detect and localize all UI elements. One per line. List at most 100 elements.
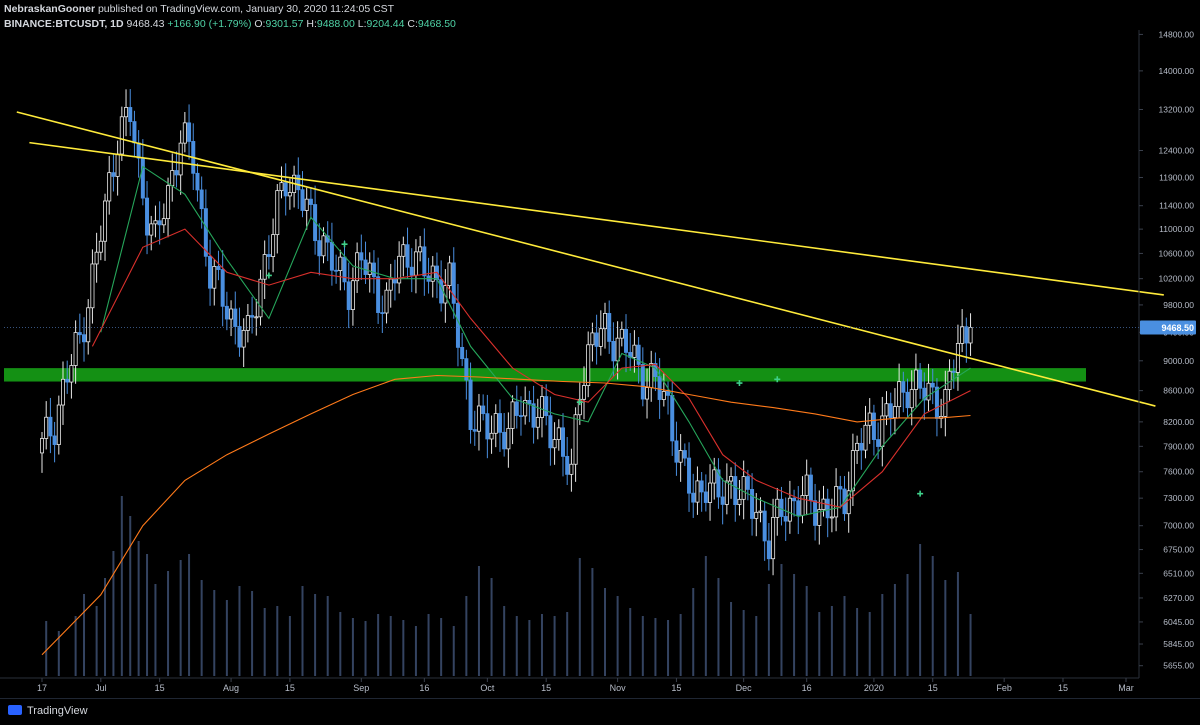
volume-bar-70 xyxy=(893,584,896,676)
low-label: L: xyxy=(357,18,367,30)
x-tick-label-13: 2020 xyxy=(864,683,884,693)
candle-body-23 xyxy=(136,142,141,159)
volume-bar-2 xyxy=(74,616,77,676)
volume-bar-7 xyxy=(120,496,123,676)
y-tick-label-14: 7900.00 xyxy=(1163,441,1194,451)
cross-markers xyxy=(265,241,924,497)
candle-body-82 xyxy=(384,289,389,314)
candle-body-0 xyxy=(40,438,45,454)
time-axis[interactable]: 17 Jul 15 Aug 15 Sep 16 Oct 15 Nov 15 Dec 16 2020 15 Fe… xyxy=(37,678,1134,693)
volume-bar-50 xyxy=(641,616,644,676)
volume-bar-9 xyxy=(137,541,140,676)
footer-bar: TradingView xyxy=(0,698,1200,725)
candle-body-194 xyxy=(855,442,860,451)
candle-body-109 xyxy=(497,413,502,433)
volume-bar-53 xyxy=(679,614,682,676)
candle-body-153 xyxy=(682,450,687,459)
candle-body-112 xyxy=(510,401,515,429)
volume-bar-59 xyxy=(755,616,758,676)
candle-body-24 xyxy=(140,157,145,199)
candle-body-122 xyxy=(552,439,557,449)
volume-bar-12 xyxy=(167,571,170,676)
candle-body-207 xyxy=(909,389,914,409)
x-tick-label-5: Sep xyxy=(353,683,369,693)
high-value: 9488.00 xyxy=(316,18,355,30)
candle-body-178 xyxy=(787,497,792,522)
volume-bar-11 xyxy=(154,584,157,676)
candle-body-114 xyxy=(518,415,523,417)
candle-body-121 xyxy=(548,415,553,449)
candle-body-134 xyxy=(603,313,608,330)
cross-marker-1 xyxy=(341,241,348,248)
volume-bar-25 xyxy=(326,596,329,676)
volume-bar-1 xyxy=(57,631,60,676)
candle-body-74 xyxy=(350,280,355,310)
candle-body-102 xyxy=(468,379,473,430)
symbol-label[interactable]: BINANCE:BTCUSDT, 1D xyxy=(4,18,124,30)
candle-body-205 xyxy=(901,381,906,393)
volume-bar-10 xyxy=(146,554,149,676)
candle-body-85 xyxy=(397,255,402,284)
publisher-name[interactable]: NebraskanGooner xyxy=(4,3,96,15)
candle-body-180 xyxy=(796,500,801,516)
candle-body-41 xyxy=(212,266,217,289)
price-axis[interactable]: 14800.00 14000.00 13200.00 12400.00 11900.00… xyxy=(1139,29,1195,671)
candle-body-44 xyxy=(224,305,229,320)
y-tick-label-1: 14000.00 xyxy=(1159,66,1195,76)
brand-label: TradingView xyxy=(27,705,88,717)
tradingview-brand[interactable]: TradingView xyxy=(8,705,88,717)
volume-bar-30 xyxy=(389,616,392,676)
volume-bar-26 xyxy=(339,612,342,676)
candle-body-99 xyxy=(455,302,460,348)
candle-body-170 xyxy=(754,511,759,519)
candle-body-30 xyxy=(166,185,171,220)
candle-body-12 xyxy=(90,263,95,309)
candle-body-152 xyxy=(678,450,683,463)
candle-body-20 xyxy=(124,107,129,118)
price-chart[interactable]: 14800.00 14000.00 13200.00 12400.00 11900.00… xyxy=(0,0,1200,698)
candle-body-80 xyxy=(376,276,381,313)
candle-body-206 xyxy=(905,391,910,409)
candle-body-103 xyxy=(472,429,477,432)
trendline-0 xyxy=(16,111,1156,407)
candle-body-40 xyxy=(208,255,213,289)
volume-bar-54 xyxy=(692,588,695,676)
x-tick-label-15: Feb xyxy=(996,683,1012,693)
candle-body-217 xyxy=(951,370,956,373)
candle-body-35 xyxy=(187,122,192,142)
candle-body-120 xyxy=(544,396,549,417)
candle-body-136 xyxy=(611,341,616,362)
open-value: 9301.57 xyxy=(265,18,304,30)
candle-body-201 xyxy=(884,403,889,417)
candle-body-18 xyxy=(115,153,120,177)
candle-body-159 xyxy=(708,482,713,503)
candle-body-137 xyxy=(615,337,620,362)
candle-body-164 xyxy=(729,476,734,482)
volume-bar-47 xyxy=(604,588,607,676)
candle-body-220 xyxy=(964,326,969,344)
volume-bar-8 xyxy=(129,516,132,676)
x-tick-label-4: 15 xyxy=(285,683,295,693)
candle-body-58 xyxy=(283,182,288,197)
volume-bar-57 xyxy=(730,602,733,676)
candle-body-117 xyxy=(531,403,536,428)
candle-body-192 xyxy=(846,490,851,515)
y-tick-label-4: 11900.00 xyxy=(1159,173,1194,183)
volume-bar-35 xyxy=(452,626,455,676)
candle-body-115 xyxy=(523,399,528,417)
candle-body-158 xyxy=(703,491,708,503)
volume-bar-27 xyxy=(351,618,354,676)
candle-body-28 xyxy=(157,220,162,226)
volume-bar-39 xyxy=(503,606,506,676)
candle-body-15 xyxy=(103,200,108,242)
candle-body-157 xyxy=(699,480,704,493)
candle-body-160 xyxy=(712,469,717,484)
tradingview-logo-icon xyxy=(8,705,22,715)
candle-body-11 xyxy=(86,307,91,343)
candle-body-199 xyxy=(876,439,881,447)
volume-bar-45 xyxy=(578,558,581,676)
volume-bar-42 xyxy=(540,614,543,676)
moving-average-0 xyxy=(100,165,971,517)
published-text: published on TradingView.com, January 30… xyxy=(97,3,395,15)
candle-body-123 xyxy=(556,427,561,440)
